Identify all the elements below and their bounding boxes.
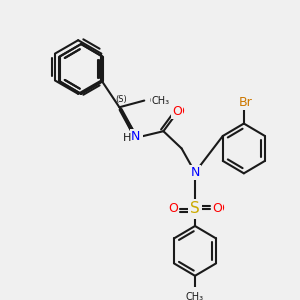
Polygon shape	[119, 107, 138, 137]
Text: (S): (S)	[116, 95, 127, 104]
Text: CH₃: CH₃	[186, 292, 204, 300]
Text: O: O	[166, 202, 176, 215]
Text: S: S	[190, 201, 200, 216]
Text: O: O	[174, 105, 184, 118]
Text: O: O	[168, 202, 178, 215]
Text: S: S	[190, 202, 200, 216]
Text: N: N	[133, 130, 142, 143]
Text: Br: Br	[239, 96, 253, 109]
Text: CH₃: CH₃	[152, 96, 170, 106]
Text: N: N	[190, 166, 200, 179]
Text: H: H	[124, 134, 132, 144]
Text: H: H	[123, 133, 131, 143]
Text: N: N	[190, 166, 200, 179]
Text: O: O	[212, 202, 222, 215]
Text: CH₃: CH₃	[150, 96, 168, 106]
Text: Br: Br	[239, 96, 253, 109]
Text: O: O	[172, 105, 182, 118]
Text: CH₃: CH₃	[186, 292, 204, 300]
Text: O: O	[214, 202, 224, 215]
Text: N: N	[131, 130, 140, 143]
